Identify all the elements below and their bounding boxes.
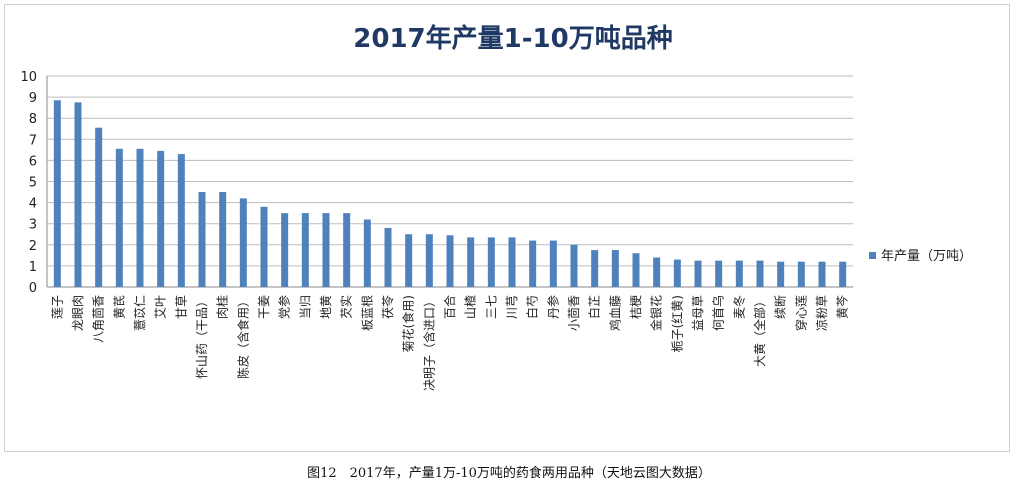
y-tick-label: 8: [29, 112, 37, 127]
x-tick-label: 凉粉草: [814, 295, 829, 331]
bar: [343, 213, 351, 287]
x-tick-label: 板蓝根: [360, 295, 374, 331]
x-tick-label: 地黄: [319, 295, 333, 319]
x-tick-label: 鸡血藤: [607, 295, 622, 331]
y-tick-label: 3: [29, 218, 37, 233]
x-tick-label: 芡实: [339, 295, 354, 319]
bar: [735, 260, 743, 287]
bar: [115, 148, 123, 287]
bar: [839, 261, 847, 287]
x-tick-label: 小茴香: [567, 295, 581, 331]
bar: [363, 219, 371, 287]
x-tick-label: 川芎: [505, 295, 519, 319]
bar: [508, 237, 516, 287]
bar: [301, 213, 309, 287]
bar: [425, 234, 433, 287]
x-tick-label: 当归: [298, 295, 312, 319]
bar: [384, 227, 392, 287]
x-tick-label: 菊花(食用): [401, 295, 416, 352]
y-tick-label: 1: [29, 260, 37, 275]
bar: [797, 261, 805, 287]
bar: [322, 213, 330, 287]
x-tick-label: 麦冬: [731, 295, 746, 319]
bar: [74, 102, 82, 287]
bar: [591, 250, 599, 287]
bar: [673, 259, 681, 287]
y-tick-label: 7: [29, 133, 37, 148]
legend: 年产量（万吨）: [869, 249, 972, 264]
bar: [487, 237, 495, 287]
x-tick-label: 干姜: [257, 295, 271, 319]
x-tick-label: 百合: [442, 295, 457, 319]
x-tick-label: 桔梗: [628, 295, 643, 319]
x-tick-label: 决明子（含进口）: [421, 295, 436, 391]
x-tick-label: 大黄（全部）: [752, 295, 767, 367]
x-tick-label: 怀山药（干品）: [195, 295, 209, 379]
x-axis-labels: 莲子 龙眼肉 八角茴香 黄芪 薏苡仁 艾叶 甘草 怀山药（干品） 肉桂 陈皮（含食用） 干姜 党参 当归…: [50, 295, 849, 391]
figure-caption: 图12 2017年，产量1万-10万吨的药食两用品种（天地云图大数据）: [307, 466, 711, 481]
legend-label: 年产量（万吨）: [881, 249, 972, 264]
x-tick-label: 丹参: [545, 295, 560, 319]
x-tick-label: 肉桂: [215, 295, 230, 319]
x-tick-label: 黄芩: [836, 295, 850, 319]
bar: [405, 234, 413, 287]
y-tick-label: 6: [29, 154, 37, 169]
chart-title: 2017年产量1-10万吨品种: [353, 23, 672, 54]
bar: [632, 253, 640, 287]
bar: [260, 206, 268, 287]
x-tick-label: 薏苡仁: [133, 295, 147, 331]
bar-chart: 2017年产量1-10万吨品种 0 1 2 3 4 5 6 7 8 9 10 莲子 龙眼肉 八角茴香 黄芪…: [20, 23, 972, 391]
bar: [95, 127, 103, 287]
y-tick-label: 2: [29, 239, 37, 254]
chart-frame: 2017年产量1-10万吨品种 0 1 2 3 4 5 6 7 8 9 10 莲子 龙眼肉 八角茴香 黄芪…: [4, 4, 1010, 452]
bar: [198, 192, 206, 287]
x-tick-label: 茯苓: [381, 295, 395, 319]
x-tick-label: 龙眼肉: [71, 295, 85, 331]
bar: [549, 240, 557, 287]
bar: [653, 257, 661, 287]
bar: [219, 192, 227, 287]
x-tick-label: 山楂: [464, 295, 478, 319]
y-tick-label: 10: [20, 70, 37, 85]
x-tick-label: 陈皮（含食用）: [235, 295, 250, 379]
y-tick-label: 9: [29, 91, 37, 106]
bar: [611, 250, 619, 287]
x-tick-label: 益母草: [691, 295, 705, 331]
x-tick-label: 三七: [484, 295, 498, 319]
x-tick-label: 穿心莲: [793, 295, 808, 331]
x-tick-label: 金银花: [649, 295, 664, 331]
x-tick-label: 甘草: [174, 295, 188, 319]
y-axis-ticks: 0 1 2 3 4 5 6 7 8 9 10: [20, 70, 37, 296]
legend-swatch: [869, 252, 876, 259]
bar: [53, 100, 61, 287]
bar: [177, 154, 185, 287]
bar: [529, 240, 537, 287]
bar: [446, 235, 454, 287]
bar: [157, 150, 165, 287]
bar: [570, 244, 578, 287]
x-tick-label: 栀子(红黄): [669, 295, 684, 352]
bar: [818, 261, 826, 287]
bar: [467, 237, 475, 287]
y-tick-label: 0: [29, 281, 37, 296]
x-tick-label: 艾叶: [154, 295, 168, 319]
bar: [239, 198, 247, 287]
bar: [281, 213, 289, 287]
x-tick-label: 党参: [277, 295, 292, 319]
x-tick-label: 续断: [773, 295, 788, 319]
bar: [756, 260, 764, 287]
bar: [694, 260, 702, 287]
x-tick-label: 白芷: [587, 295, 602, 319]
bars: [53, 100, 847, 287]
x-tick-label: 白芍: [525, 295, 540, 319]
y-tick-label: 4: [29, 197, 37, 212]
x-tick-label: 八角茴香: [92, 295, 106, 343]
x-tick-label: 莲子: [50, 295, 64, 319]
x-tick-label: 何首乌: [711, 295, 726, 331]
y-tick-label: 5: [29, 176, 37, 191]
bar: [715, 260, 723, 287]
bar: [136, 148, 144, 287]
x-tick-label: 黄芪: [112, 295, 126, 319]
bar: [777, 261, 785, 287]
